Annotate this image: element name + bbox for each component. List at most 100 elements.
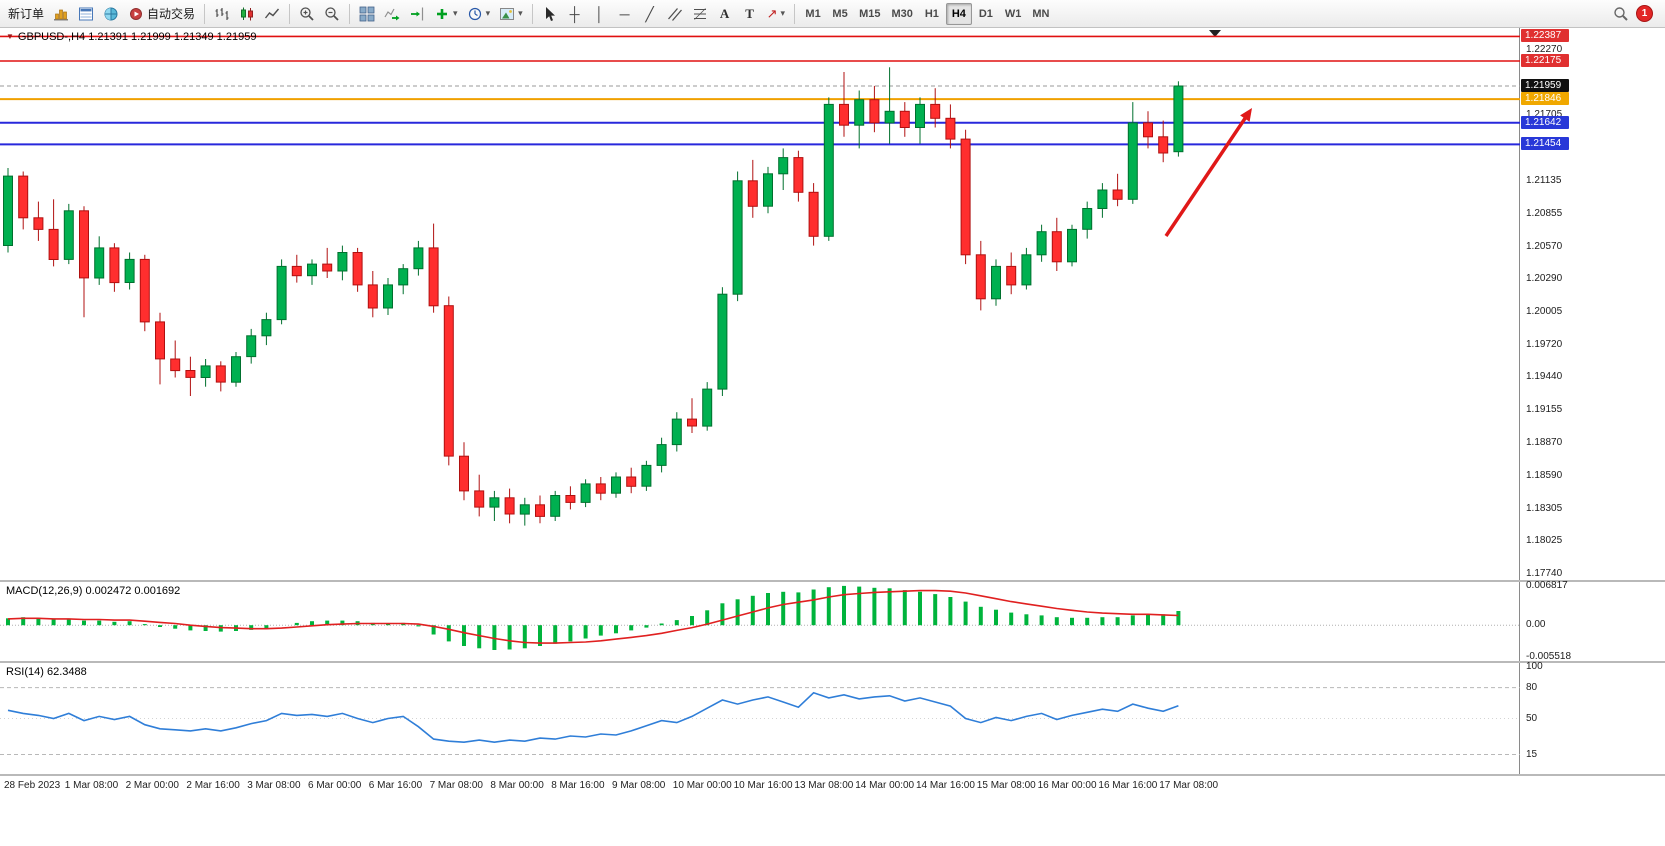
toolbar-separator — [794, 3, 796, 24]
macd-axis[interactable]: 0.006817 0.00 -0.005518 — [1521, 580, 1665, 663]
candle — [139, 258, 150, 323]
price-axis-tick: 1.17740 — [1526, 568, 1563, 580]
auto-scroll-button[interactable] — [380, 2, 404, 26]
time-axis-label: 10 Mar 16:00 — [733, 780, 793, 791]
line-chart-view-button[interactable] — [260, 2, 284, 26]
macd-axis-tick: -0.005518 — [1526, 651, 1572, 663]
zoom-in-button[interactable] — [295, 2, 319, 26]
timeframe-button-m15[interactable]: M15 — [859, 7, 881, 20]
periods-button[interactable]: ▾ — [463, 2, 495, 26]
rsi-axis[interactable]: 100 80 50 15 — [1521, 661, 1665, 774]
candlestick-chart[interactable] — [0, 28, 1520, 580]
price-line-badge: 1.21642 — [1521, 115, 1569, 129]
candle — [109, 247, 120, 284]
new-chart-button[interactable] — [49, 2, 73, 26]
candle — [33, 217, 44, 230]
candle — [428, 247, 439, 307]
notification-badge[interactable]: 1 — [1636, 5, 1653, 22]
candle — [63, 210, 74, 260]
trendline-button[interactable]: ╱ — [638, 2, 662, 26]
autotrading-button[interactable]: 自动交易 — [124, 2, 199, 26]
price-axis-tick: 1.18305 — [1526, 502, 1563, 514]
arrows-tool-button[interactable]: ↗ ▾ — [763, 2, 789, 26]
timeframe-button-m1[interactable]: M1 — [805, 7, 821, 20]
bar-chart-view-button[interactable] — [210, 2, 234, 26]
zoom-out-button[interactable] — [320, 2, 344, 26]
timeframe-button-d1[interactable]: D1 — [978, 7, 993, 20]
candle — [489, 497, 500, 508]
current-price-badge: 1.21959 — [1521, 78, 1569, 92]
time-axis[interactable]: 28 Feb 2023 1 Mar 08:00 2 Mar 00:00 2 Mar 1… — [0, 776, 1665, 797]
tile-windows-icon — [359, 6, 375, 21]
new-order-button[interactable]: 新订单 — [4, 2, 48, 26]
panel-separator[interactable] — [0, 774, 1665, 776]
rsi-panel[interactable]: RSI(14) 62.3488 — [0, 663, 1520, 774]
candle — [322, 263, 333, 272]
market-watch-button[interactable] — [74, 2, 98, 26]
horizontal-line-button[interactable]: ─ — [613, 2, 637, 26]
candle — [1097, 189, 1108, 209]
price-axis[interactable]: 1.22270 1.21705 1.21135 1.20855 1.20570 1.202… — [1521, 28, 1665, 580]
text-button[interactable]: A — [713, 2, 737, 26]
label-button[interactable]: T — [738, 2, 762, 26]
timeframe-button-m5[interactable]: M5 — [832, 7, 848, 20]
toolbar: 新订单 自动交易 ▾ ▾ ▾ ┼ │ ─ ╱ A T ↗ ▾ M1 M5 M15 M30… — [0, 0, 1665, 28]
navigator-button[interactable] — [99, 2, 123, 26]
chart-panel[interactable]: ▼ GBPUSD-,H4 1.21391 1.21999 1.21349 1.2… — [0, 28, 1520, 580]
candle — [580, 483, 591, 503]
notification-count: 1 — [1641, 8, 1648, 19]
templates-button[interactable]: ▾ — [495, 2, 527, 26]
candle — [231, 356, 241, 383]
panel-separator[interactable] — [0, 661, 1665, 663]
candle — [839, 103, 849, 126]
time-axis-label: 16 Mar 00:00 — [1037, 780, 1097, 791]
timeframe-button-h4[interactable]: H4 — [945, 2, 972, 25]
candle — [246, 335, 257, 358]
tile-windows-button[interactable] — [355, 2, 379, 26]
search-button[interactable] — [1609, 2, 1633, 26]
vertical-line-icon: │ — [595, 5, 604, 22]
candle — [94, 247, 105, 279]
symbol-marker-icon: ▼ — [6, 32, 14, 41]
timeframe-button-mn[interactable]: MN — [1032, 7, 1050, 20]
channel-button[interactable] — [663, 2, 687, 26]
time-axis-label: 1 Mar 08:00 — [64, 780, 119, 791]
dropdown-caret-icon: ▾ — [518, 8, 523, 18]
price-axis-tick: 1.19155 — [1526, 404, 1563, 416]
candle — [413, 247, 424, 270]
rsi-chart[interactable] — [0, 663, 1520, 774]
indicators-button[interactable]: ▾ — [430, 2, 462, 26]
macd-label: MACD(12,26,9) 0.002472 0.001692 — [6, 585, 181, 597]
candle — [215, 365, 226, 383]
candle — [823, 103, 834, 237]
chart-shift-button[interactable] — [405, 2, 429, 26]
annotation-arrow[interactable] — [1164, 112, 1251, 237]
candle — [1143, 122, 1153, 138]
timeframe-button-w1[interactable]: W1 — [1004, 7, 1022, 20]
cursor-button[interactable] — [538, 2, 562, 26]
candle — [459, 455, 469, 492]
timeframe-button-h1[interactable]: H1 — [924, 7, 939, 20]
price-axis-tick: 1.21705 — [1526, 109, 1563, 121]
crosshair-button[interactable]: ┼ — [563, 2, 587, 26]
candle — [170, 358, 181, 372]
clock-icon — [468, 7, 481, 20]
new-order-label: 新订单 — [8, 7, 45, 21]
candle — [930, 103, 941, 119]
candle — [519, 504, 530, 515]
vertical-line-button[interactable]: │ — [588, 2, 612, 26]
candle — [975, 254, 986, 300]
macd-panel[interactable]: MACD(12,26,9) 0.002472 0.001692 — [0, 582, 1520, 661]
rsi-line — [7, 691, 1179, 744]
candlestick-view-button[interactable] — [235, 2, 259, 26]
price-line-badge: 1.22175 — [1521, 53, 1569, 67]
timeframe-button-m30[interactable]: M30 — [891, 7, 913, 20]
macd-chart[interactable] — [0, 582, 1520, 661]
time-axis-label: 6 Mar 16:00 — [368, 780, 423, 791]
panel-separator[interactable] — [0, 580, 1665, 582]
rsi-axis-tick: 100 — [1526, 661, 1543, 672]
candle — [763, 173, 773, 207]
candle — [671, 418, 682, 446]
fibonacci-icon — [693, 7, 706, 20]
fibonacci-button[interactable] — [688, 2, 712, 26]
